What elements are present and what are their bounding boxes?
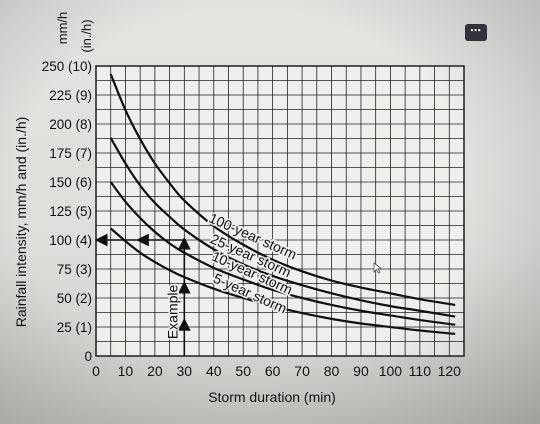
series-line bbox=[109, 227, 456, 336]
plot-frame bbox=[95, 65, 465, 357]
example-label: Example bbox=[164, 284, 180, 339]
y-tick-label: 125 (5) bbox=[49, 204, 92, 219]
curves bbox=[109, 73, 456, 336]
x-tick-label: 0 bbox=[92, 363, 100, 379]
y-units-label-mm: mm/h bbox=[55, 12, 70, 45]
y-tick-labels: 0 25 (1) 50 (2) 75 (3) 100 (4) 125 (5) 150 (6)… bbox=[42, 59, 92, 364]
x-tick-labels: 0 10 20 30 40 50 60 70 80 90 100 110 120 bbox=[92, 363, 461, 379]
y-tick-label: 75 (3) bbox=[57, 262, 92, 277]
y-tick-label: 50 (2) bbox=[57, 291, 92, 306]
y-tick-label: 25 (1) bbox=[57, 320, 92, 335]
axes bbox=[95, 65, 465, 357]
y-tick-label: 100 (4) bbox=[49, 233, 92, 248]
series-line bbox=[109, 73, 456, 307]
x-tick-label: 50 bbox=[235, 363, 251, 379]
y-axis-label: Rainfall intensity, mm/h and (in./h) bbox=[13, 117, 29, 328]
x-tick-label: 120 bbox=[438, 363, 462, 379]
series-line bbox=[109, 137, 456, 318]
more-horizontal-icon: ⋯ bbox=[470, 24, 482, 37]
y-units-label-in: (in./h) bbox=[79, 19, 94, 52]
series-line bbox=[109, 181, 456, 326]
x-tick-label: 60 bbox=[265, 363, 281, 379]
y-tick-label: 250 (10) bbox=[42, 59, 92, 74]
y-tick-label: 175 (7) bbox=[49, 146, 92, 161]
more-options-button[interactable]: ⋯ bbox=[465, 24, 487, 41]
x-tick-label: 90 bbox=[353, 363, 369, 379]
y-tick-label: 0 bbox=[84, 349, 92, 364]
x-axis-label: Storm duration (min) bbox=[208, 389, 336, 405]
x-tick-label: 80 bbox=[324, 363, 340, 379]
y-tick-label: 150 (6) bbox=[49, 175, 92, 190]
y-tick-label: 200 (8) bbox=[49, 117, 92, 132]
x-tick-label: 20 bbox=[147, 363, 163, 379]
x-tick-label: 40 bbox=[206, 363, 222, 379]
x-tick-label: 110 bbox=[409, 363, 432, 379]
x-tick-label: 30 bbox=[177, 363, 193, 379]
x-tick-label: 70 bbox=[294, 363, 310, 379]
x-tick-label: 100 bbox=[379, 363, 403, 379]
example-annotation: Example bbox=[94, 233, 191, 356]
mouse-pointer-icon bbox=[373, 262, 383, 274]
x-tick-label: 10 bbox=[118, 363, 134, 379]
grid bbox=[95, 65, 465, 357]
y-tick-label: 225 (9) bbox=[49, 88, 92, 103]
